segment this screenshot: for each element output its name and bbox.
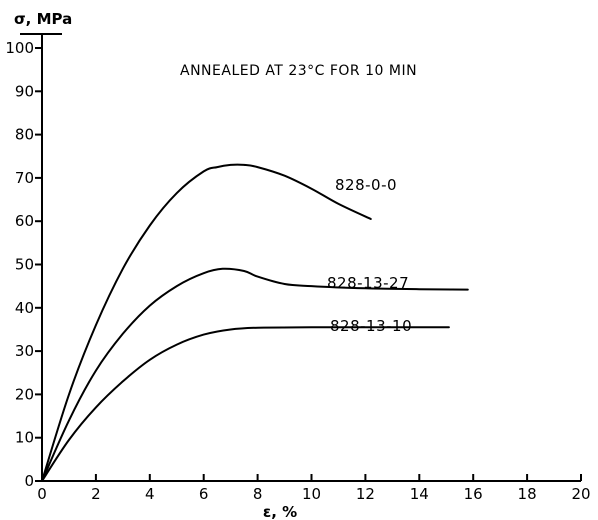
x-tick-label: 18 <box>518 485 537 503</box>
series-curve-828-13-10 <box>41 326 450 482</box>
x-tick-label: 16 <box>464 485 483 503</box>
chart-title: ANNEALED AT 23°C FOR 10 MIN <box>180 63 417 79</box>
y-tick-label: 20 <box>15 385 34 403</box>
curves <box>41 163 469 482</box>
x-axis-label: ε, % <box>263 503 297 520</box>
y-tick-label: 40 <box>15 299 34 317</box>
y-axis-label: σ, MPa <box>14 10 72 28</box>
x-tick-label: 14 <box>410 485 429 503</box>
x-tick-label: 20 <box>571 485 590 503</box>
y-tick-label: 80 <box>15 126 34 144</box>
y-tick-label: 100 <box>5 39 34 57</box>
x-tick-label: 8 <box>253 485 263 503</box>
y-tick-label: 70 <box>15 169 34 187</box>
ticks: 0 10 20 30 40 50 60 70 80 90 100 0 2 4 6 8 10 12 14 16 18 20 <box>5 39 590 503</box>
y-tick-label: 30 <box>15 342 34 360</box>
series-curve-828-13-27 <box>41 267 469 482</box>
y-tick-label: 50 <box>15 256 34 274</box>
x-tick-label: 2 <box>91 485 101 503</box>
y-tick-label: 10 <box>15 429 34 447</box>
x-tick-label: 4 <box>145 485 155 503</box>
series-label-828-13-27: 828-13-27 <box>327 274 409 292</box>
series-label-828-13-10: 828-13-10 <box>330 317 412 335</box>
x-tick-label: 0 <box>37 485 47 503</box>
x-tick-label: 6 <box>199 485 209 503</box>
series-labels: 828-0-0 828-13-27 828-13-10 <box>327 176 412 335</box>
y-tick-label: 0 <box>24 472 34 490</box>
series-curve-828-0-0 <box>41 163 372 482</box>
x-tick-label: 10 <box>302 485 321 503</box>
y-tick-label: 90 <box>15 82 34 100</box>
axes <box>20 33 581 482</box>
y-tick-label: 60 <box>15 212 34 230</box>
x-tick-label: 12 <box>356 485 375 503</box>
series-label-828-0-0: 828-0-0 <box>335 176 397 194</box>
